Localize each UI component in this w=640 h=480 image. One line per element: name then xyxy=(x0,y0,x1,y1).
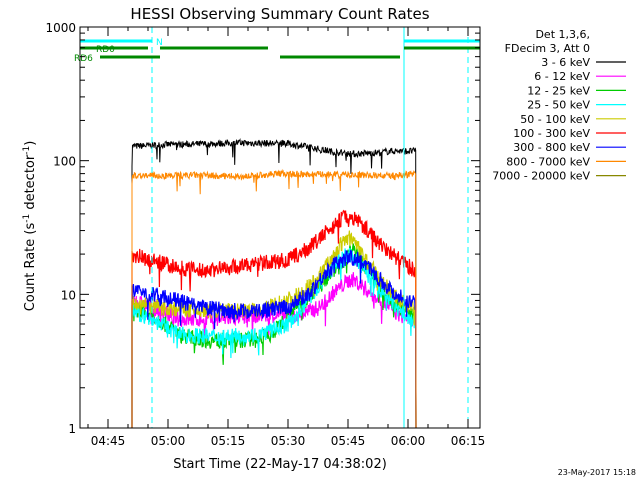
series-layer xyxy=(131,137,417,429)
x-tick-label-1: 05:00 xyxy=(151,434,186,448)
state-bar-label-rd6: RD6 xyxy=(74,54,93,64)
legend-label-1: 6 - 12 keV xyxy=(534,70,590,83)
x-tick-label-5: 06:00 xyxy=(391,434,426,448)
legend-label-3: 25 - 50 keV xyxy=(527,99,590,112)
plot-frame xyxy=(79,26,481,429)
y-axis-label: Count Rate (s-1 detector-1) xyxy=(22,141,38,312)
series-line-0 xyxy=(131,137,417,429)
legend-label-7: 800 - 7000 keV xyxy=(506,155,590,168)
y-axis-label-end: ) xyxy=(23,141,38,146)
x-axis: 04:45 05:00 05:15 05:30 05:45 06:00 06:15 xyxy=(87,27,486,448)
x-tick-label-3: 05:30 xyxy=(271,434,306,448)
vline-layer xyxy=(79,27,469,428)
x-axis-label: Start Time (22-May-17 04:38:02) xyxy=(173,457,387,472)
chart-title: HESSI Observing Summary Count Rates xyxy=(130,5,429,23)
series-line-1 xyxy=(131,272,417,429)
legend-label-8: 7000 - 20000 keV xyxy=(492,170,590,183)
legend-label-0: 3 - 6 keV xyxy=(541,56,590,69)
x-tick-label-0: 04:45 xyxy=(91,434,126,448)
series-line-7 xyxy=(131,168,417,429)
y-axis-label-sup2: -1 xyxy=(22,146,32,155)
x-tick-label-6: 06:15 xyxy=(451,434,486,448)
legend-header-1: FDecim 3, Att 0 xyxy=(505,42,590,55)
y-axis: 1 10 100 1000 xyxy=(45,21,480,436)
y-tick-label-2: 100 xyxy=(53,155,76,169)
x-tick-label-2: 05:15 xyxy=(211,434,246,448)
series-line-5 xyxy=(131,209,417,429)
y-axis-label-sup1: -1 xyxy=(22,214,32,223)
legend-label-5: 100 - 300 keV xyxy=(513,127,590,140)
y-tick-label-0: 1 xyxy=(68,422,76,436)
legend-label-6: 300 - 800 keV xyxy=(513,141,590,154)
series-line-6 xyxy=(131,249,417,429)
footer-timestamp: 23-May-2017 15:18 xyxy=(558,468,636,477)
legend-header-0: Det 1,3,6, xyxy=(535,28,590,41)
y-axis-label-mid: detector xyxy=(23,154,38,214)
state-bar-label-rd0: RD0 xyxy=(96,45,115,55)
x-tick-label-4: 05:45 xyxy=(331,434,366,448)
y-tick-label-3: 1000 xyxy=(45,21,76,35)
y-axis-label-main: Count Rate (s xyxy=(23,223,38,312)
legend-label-2: 12 - 25 keV xyxy=(527,84,590,97)
legend-label-4: 50 - 100 keV xyxy=(520,113,590,126)
state-bar-label-n: N xyxy=(156,38,163,48)
y-tick-label-1: 10 xyxy=(61,288,76,302)
